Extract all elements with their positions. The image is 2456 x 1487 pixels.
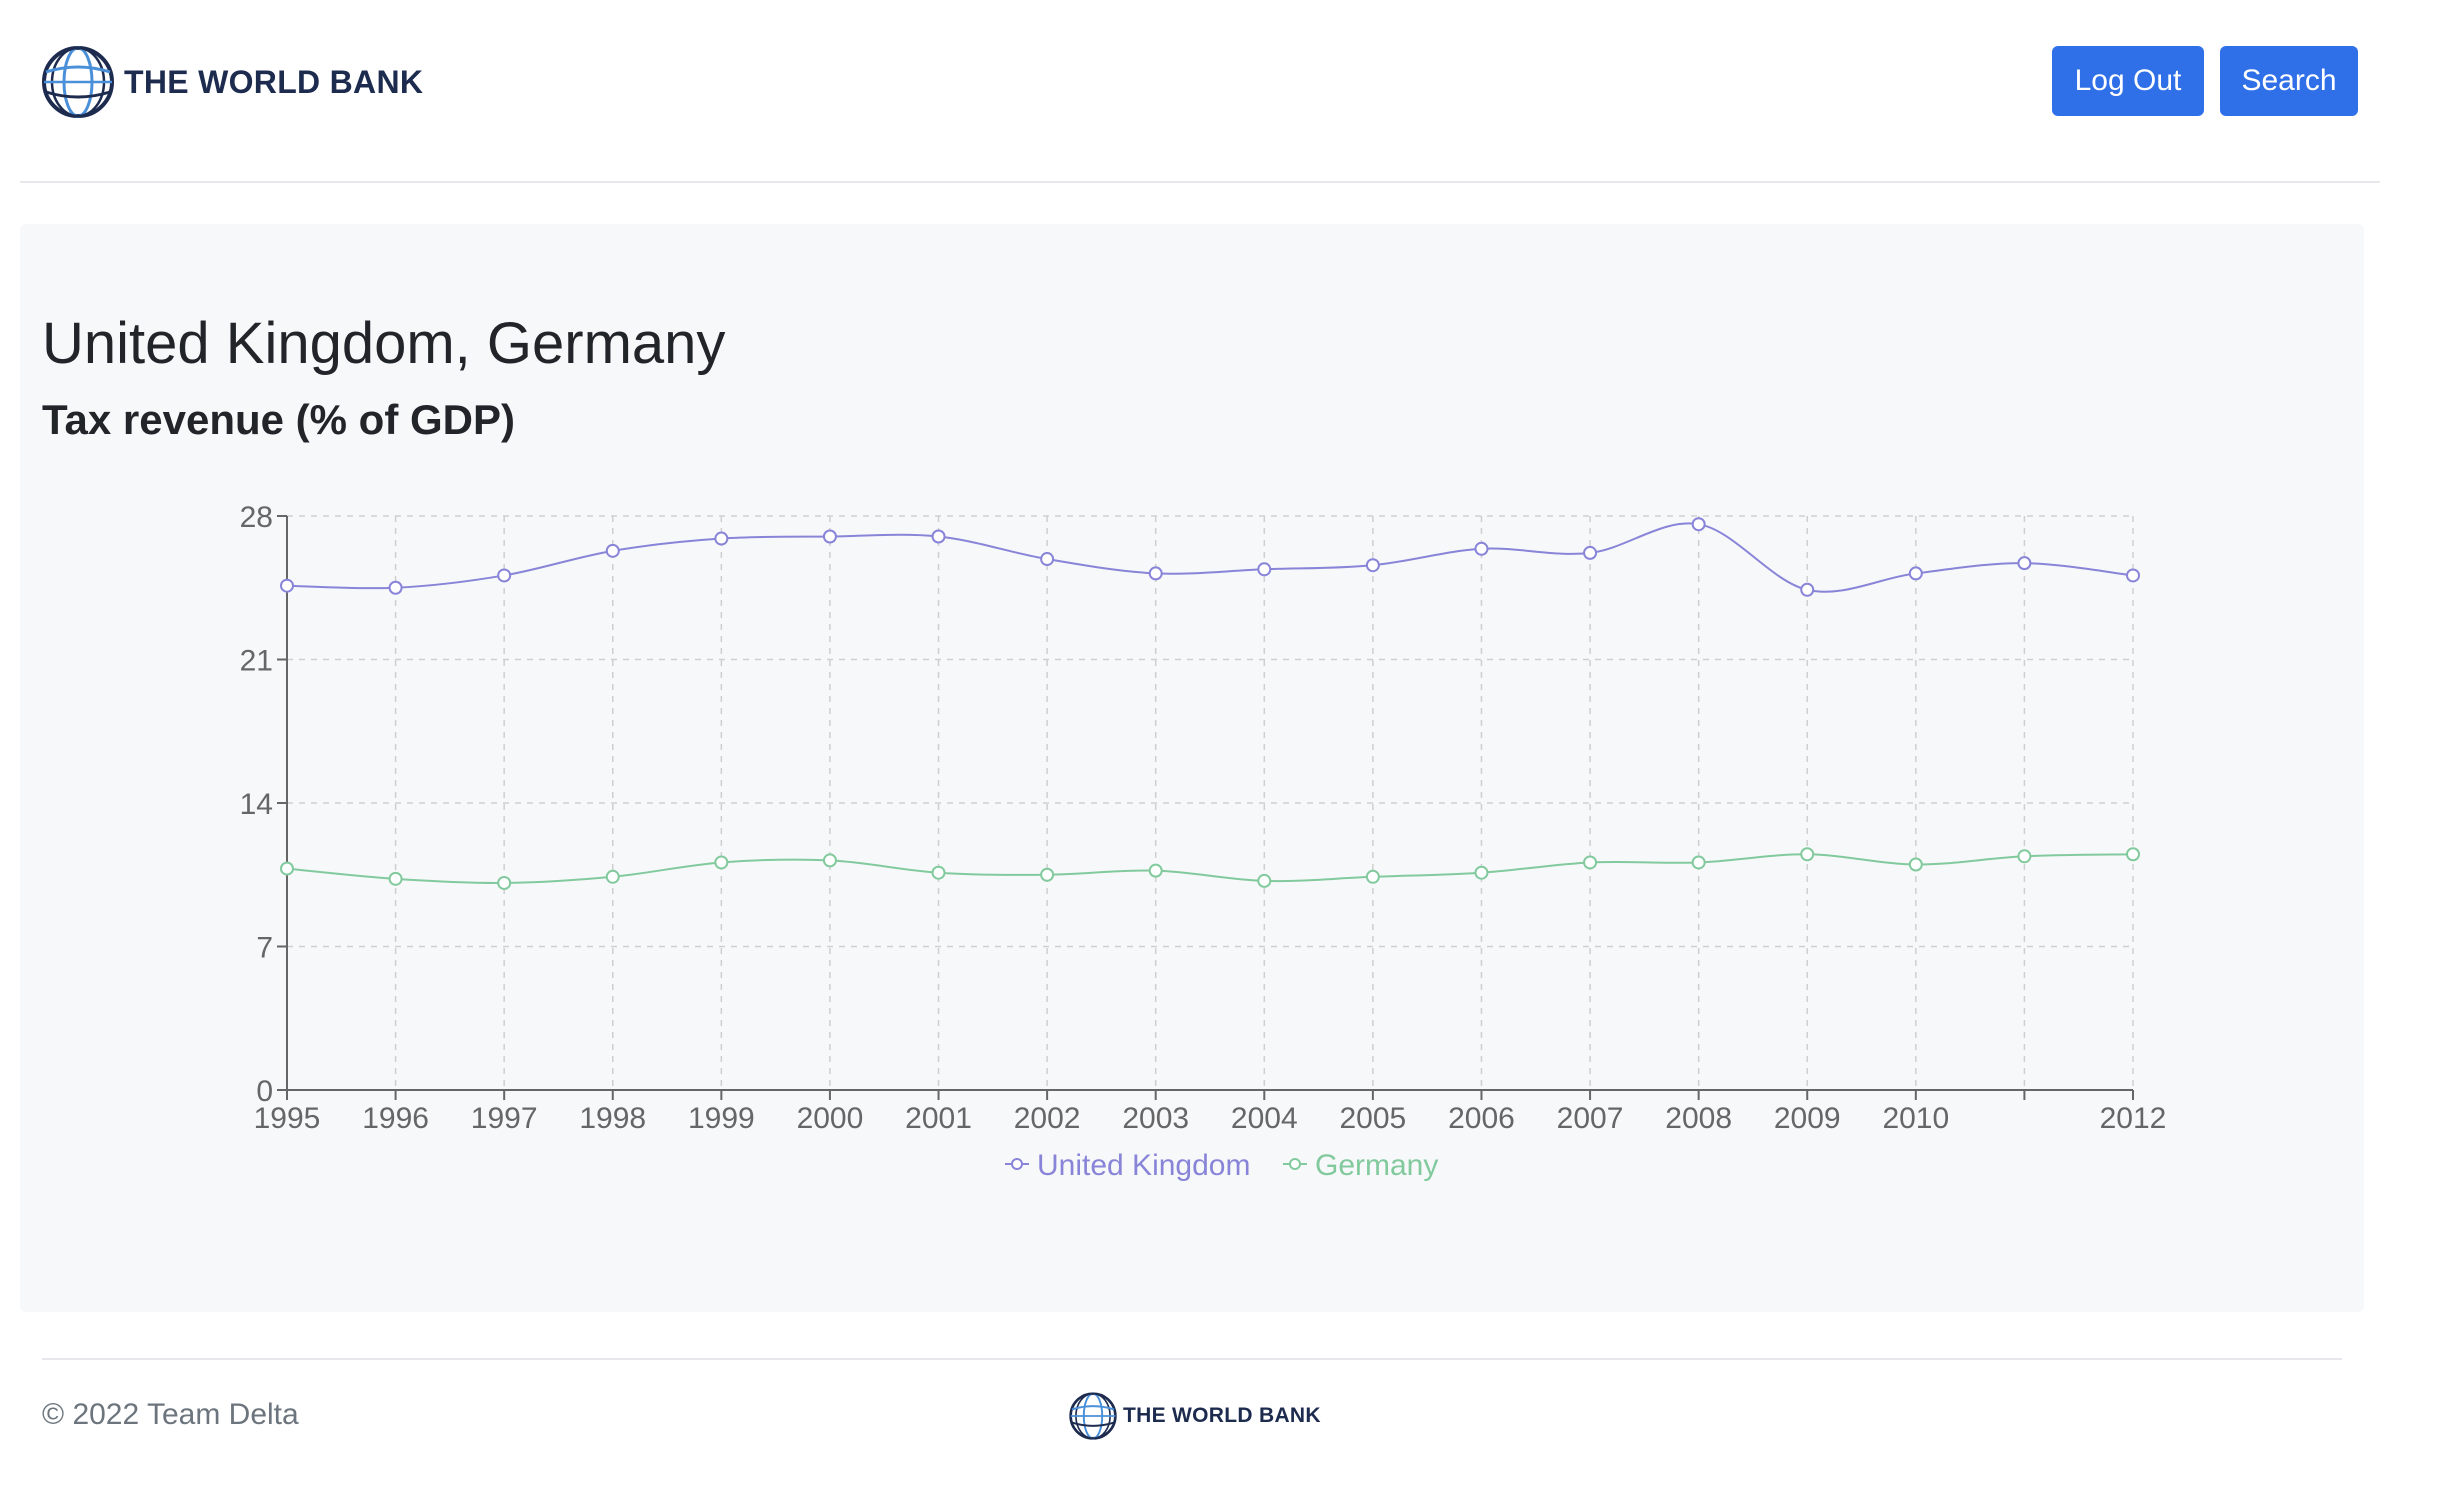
log-out-button[interactable]: Log Out xyxy=(2052,46,2204,116)
data-point xyxy=(931,529,946,544)
x-tick-label: 1995 xyxy=(254,1102,321,1135)
legend-label: United Kingdom xyxy=(1037,1149,1250,1182)
data-point xyxy=(1365,558,1380,573)
data-point xyxy=(1691,855,1706,870)
data-point xyxy=(822,853,837,868)
footer-brand-name: THE WORLD BANK xyxy=(1123,1404,1321,1427)
data-point xyxy=(1257,562,1272,577)
x-tick-label: 2001 xyxy=(905,1102,972,1135)
data-point xyxy=(1800,847,1815,862)
legend-label: Germany xyxy=(1315,1149,1438,1182)
data-point xyxy=(1148,863,1163,878)
series-line-1 xyxy=(286,853,2134,884)
data-point xyxy=(388,871,403,886)
data-point xyxy=(1474,865,1489,880)
globe-icon xyxy=(42,46,114,118)
data-point xyxy=(280,861,294,876)
footer-world-bank-logo[interactable]: THE WORLD BANK xyxy=(1068,1390,1321,1442)
data-point xyxy=(1908,566,1923,581)
x-tick-label: 2010 xyxy=(1882,1102,1949,1135)
footer-divider xyxy=(42,1358,2342,1360)
data-point xyxy=(714,531,729,546)
data-point xyxy=(822,529,837,544)
data-point xyxy=(497,875,512,890)
header-divider xyxy=(20,181,2380,183)
y-tick-label: 0 xyxy=(256,1075,273,1108)
search-button[interactable]: Search xyxy=(2220,46,2358,116)
data-point xyxy=(1040,552,1055,567)
x-tick-label: 2009 xyxy=(1774,1102,1841,1135)
x-tick-label: 1997 xyxy=(471,1102,538,1135)
x-tick-label: 2005 xyxy=(1340,1102,1407,1135)
legend-marker-icon xyxy=(1289,1158,1301,1170)
data-point xyxy=(1908,857,1923,872)
data-point xyxy=(1365,869,1380,884)
data-point xyxy=(2126,847,2140,862)
x-tick-label: 2006 xyxy=(1448,1102,1515,1135)
data-point xyxy=(714,855,729,870)
data-point xyxy=(1800,582,1815,597)
data-point xyxy=(2017,556,2032,571)
data-point xyxy=(497,568,512,583)
data-point xyxy=(1040,867,1055,882)
x-tick-label: 2007 xyxy=(1557,1102,1624,1135)
legend-item-0[interactable]: United Kingdom xyxy=(1005,1149,1250,1182)
x-tick-label: 1998 xyxy=(579,1102,646,1135)
x-tick-label: 1999 xyxy=(688,1102,755,1135)
legend-marker-icon xyxy=(1011,1158,1023,1170)
chart-tick-labels: 0 7 14 21 28 1995 1996 1997 1998 1999 2000 2001 2002… xyxy=(240,501,2167,1135)
x-tick-label: 2004 xyxy=(1231,1102,1298,1135)
header: THE WORLD BANK Log Out Search xyxy=(0,0,2456,183)
y-tick-label: 7 xyxy=(256,932,273,965)
data-point xyxy=(605,869,620,884)
x-tick-label: 2002 xyxy=(1014,1102,1081,1135)
data-point xyxy=(605,543,620,558)
x-tick-label: 2012 xyxy=(2100,1102,2167,1135)
data-point xyxy=(1257,873,1272,888)
x-tick-label: 2008 xyxy=(1665,1102,1732,1135)
chart-points xyxy=(280,517,2140,890)
data-point xyxy=(1691,517,1706,532)
brand-name: THE WORLD BANK xyxy=(124,63,424,100)
data-point xyxy=(1474,541,1489,556)
world-bank-logo[interactable]: THE WORLD BANK xyxy=(40,42,423,122)
y-tick-label: 21 xyxy=(240,645,273,678)
chart-grid xyxy=(286,515,2134,1091)
chart-axes xyxy=(277,515,2134,1100)
series-line-0 xyxy=(286,522,2134,593)
x-tick-label: 1996 xyxy=(362,1102,429,1135)
legend-item-1[interactable]: Germany xyxy=(1283,1149,1438,1182)
data-point xyxy=(388,580,403,595)
data-point xyxy=(1148,566,1163,581)
page-title: United Kingdom, Germany xyxy=(42,311,726,376)
chart-panel xyxy=(20,224,2364,1312)
data-point xyxy=(1583,855,1598,870)
chart-legend[interactable]: United Kingdom Germany xyxy=(1005,1149,1438,1182)
data-point xyxy=(2126,568,2140,583)
indicator-title: Tax revenue (% of GDP) xyxy=(42,396,515,443)
copyright-text: © 2022 Team Delta xyxy=(42,1398,299,1431)
y-tick-label: 14 xyxy=(240,788,273,821)
globe-icon xyxy=(1069,1392,1117,1440)
y-tick-label: 28 xyxy=(240,501,273,534)
data-point xyxy=(2017,849,2032,864)
data-point xyxy=(280,578,294,593)
data-point xyxy=(931,865,946,880)
x-tick-label: 2003 xyxy=(1122,1102,1189,1135)
x-tick-label: 2000 xyxy=(797,1102,864,1135)
chart-lines xyxy=(286,522,2134,884)
data-point xyxy=(1583,545,1598,560)
